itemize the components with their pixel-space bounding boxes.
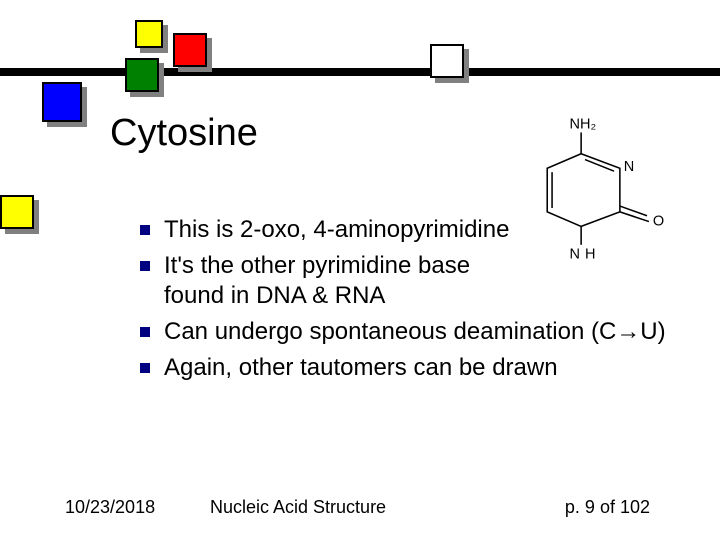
decorative-box [173,33,207,67]
bullet-list: This is 2-oxo, 4-aminopyrimidine It's the… [140,215,680,389]
footer-page: p. 9 of 102 [565,497,650,518]
bullet-item: Again, other tautomers can be drawn [140,353,680,383]
decorative-box [42,82,82,122]
bullet-marker [140,327,150,337]
bullet-marker [140,225,150,235]
slide-title: Cytosine [110,112,258,155]
bullet-item: Can undergo spontaneous deamination (C→U… [140,317,680,347]
label-nh2: NH₂ [570,117,597,133]
decorative-box [0,195,34,229]
label-n-top: N [624,159,634,175]
bullet-text: Can undergo spontaneous deamination (C→U… [164,317,666,347]
bullet-text: It's the other pyrimidine base found in … [164,251,524,311]
footer-title: Nucleic Acid Structure [210,497,386,518]
bullet-marker [140,261,150,271]
bullet-text: Again, other tautomers can be drawn [164,353,558,383]
horizontal-rule [0,68,720,76]
decorative-box [125,58,159,92]
bullet-item: It's the other pyrimidine base found in … [140,251,680,311]
decorative-box [430,44,464,78]
decorative-box [135,20,163,48]
bullet-marker [140,363,150,373]
bullet-item: This is 2-oxo, 4-aminopyrimidine [140,215,680,245]
bullet-text: This is 2-oxo, 4-aminopyrimidine [164,215,509,245]
footer-date: 10/23/2018 [65,497,155,518]
